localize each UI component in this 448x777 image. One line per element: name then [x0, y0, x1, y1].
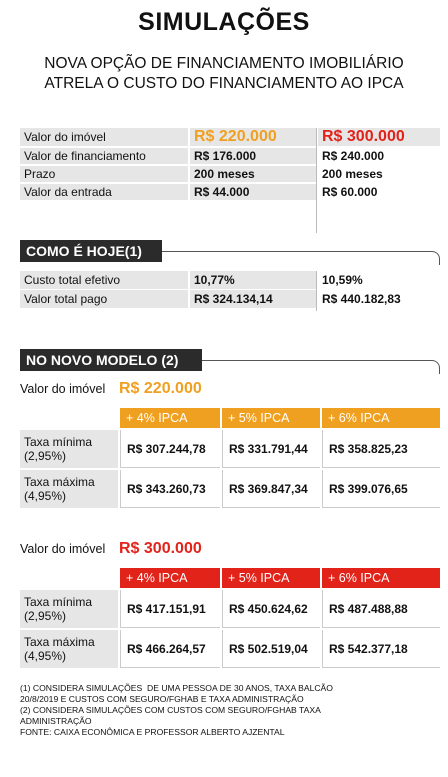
divider	[316, 128, 317, 233]
section-line	[202, 360, 440, 374]
today-cell: Valor total pago	[20, 290, 188, 308]
summary-cell: 200 meses	[322, 167, 383, 181]
row-name-line: Taxa máxima	[24, 635, 95, 649]
value-cell: R$ 331.791,44	[222, 430, 320, 468]
table-label: Valor do imóvel	[20, 542, 106, 556]
summary-cell: Prazo	[20, 166, 188, 182]
summary-cell: R$ 44.000	[190, 184, 316, 200]
today-cell: 10,77%	[190, 271, 316, 289]
row-name-line: Taxa mínima	[24, 435, 93, 449]
summary-cell: R$ 300.000	[318, 128, 440, 146]
summary-cell: R$ 176.000	[190, 148, 316, 164]
note: (1) CONSIDERA SIMULAÇÕES DE UMA PESSOA D…	[20, 683, 333, 693]
table-label: Valor do imóvel	[20, 382, 106, 396]
value-cell: R$ 417.151,91	[120, 590, 220, 628]
note: FONTE: CAIXA ECONÔMICA E PROFESSOR ALBER…	[20, 727, 285, 737]
value-cell: R$ 358.825,23	[322, 430, 440, 468]
divider	[316, 271, 317, 311]
today-cell: R$ 324.134,14	[190, 290, 316, 308]
summary-cell: R$ 220.000	[190, 128, 316, 146]
value-cell: R$ 369.847,34	[222, 470, 320, 508]
column-header: + 4% IPCA	[120, 568, 220, 588]
value-cell: R$ 487.488,88	[322, 590, 440, 628]
value-cell: R$ 450.624,62	[222, 590, 320, 628]
row-name-line: Taxa mínima	[24, 595, 93, 609]
column-header: + 5% IPCA	[222, 568, 320, 588]
title: SIMULAÇÕES	[138, 8, 310, 36]
column-header: + 5% IPCA	[222, 408, 320, 428]
column-header: + 6% IPCA	[322, 408, 440, 428]
column-header: + 6% IPCA	[322, 568, 440, 588]
table-value: R$ 300.000	[119, 540, 202, 557]
row-name-line: (2,95%)	[24, 609, 67, 623]
row-name-line: (4,95%)	[24, 649, 67, 663]
today-cell: 10,59%	[322, 273, 363, 287]
section-line	[162, 251, 440, 265]
row-name: Taxa máxima (4,95%)	[20, 470, 118, 508]
summary-cell: R$ 60.000	[322, 185, 378, 199]
summary-cell: Valor do imóvel	[20, 128, 188, 146]
summary-cell: R$ 240.000	[322, 149, 385, 163]
value-cell: R$ 399.076,65	[322, 470, 440, 508]
section-title: NO NOVO MODELO (2)	[20, 349, 202, 371]
note: (2) CONSIDERA SIMULAÇÕES COM CUSTOS COM …	[20, 705, 321, 715]
section-title: COMO É HOJE(1)	[20, 240, 162, 262]
row-name: Taxa mínima (2,95%)	[20, 430, 118, 468]
summary-cell: Valor da entrada	[20, 184, 188, 200]
subtitle: NOVA OPÇÃO DE FINANCIAMENTO IMOBILIÁRIO	[44, 55, 404, 72]
note: 20/8/2019 E CUSTOS COM SEGURO/FGHAB E TA…	[20, 694, 304, 704]
note: ADMINISTRAÇÃO	[20, 716, 92, 726]
row-name: Taxa máxima (4,95%)	[20, 630, 118, 668]
row-name-line: (4,95%)	[24, 489, 67, 503]
summary-cell: Valor de financiamento	[20, 148, 188, 164]
table-value: R$ 220.000	[119, 380, 202, 397]
value-cell: R$ 502.519,04	[222, 630, 320, 668]
value-cell: R$ 466.264,57	[120, 630, 220, 668]
value-cell: R$ 307.244,78	[120, 430, 220, 468]
row-name-line: Taxa máxima	[24, 475, 95, 489]
subtitle: ATRELA O CUSTO DO FINANCIAMENTO AO IPCA	[44, 75, 404, 92]
row-name: Taxa mínima (2,95%)	[20, 590, 118, 628]
today-cell: Custo total efetivo	[20, 271, 188, 289]
summary-cell: 200 meses	[190, 166, 316, 182]
today-cell: R$ 440.182,83	[322, 292, 401, 306]
value-cell: R$ 343.260,73	[120, 470, 220, 508]
value-cell: R$ 542.377,18	[322, 630, 440, 668]
column-header: + 4% IPCA	[120, 408, 220, 428]
row-name-line: (2,95%)	[24, 449, 67, 463]
